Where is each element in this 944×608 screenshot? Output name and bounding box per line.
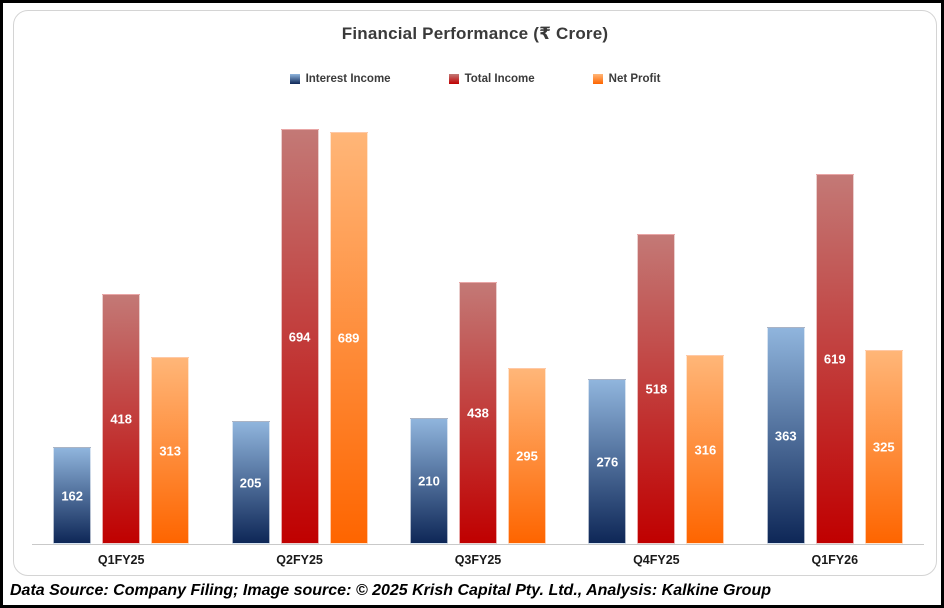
- bar-interest-income-q1fy25: 162: [53, 447, 92, 544]
- bar-value-label: 325: [872, 439, 895, 455]
- bar-value-label: 162: [61, 488, 84, 503]
- legend-item-interest-income: Interest Income: [289, 73, 391, 85]
- bar-interest-income-q1fy26: 363: [766, 327, 805, 544]
- bar-group-q1fy25: 162 418 313 Q1FY25: [53, 294, 190, 567]
- x-axis-label-q4fy25: Q4FY25: [633, 553, 680, 567]
- bar-total-income-q2fy25: 694: [280, 129, 319, 544]
- bar-total-income-q1fy26: 619: [815, 174, 854, 544]
- bar-group-q1fy26: 363 619 325 Q1FY26: [766, 174, 903, 567]
- x-axis-label-q3fy25: Q3FY25: [454, 553, 502, 567]
- bar-value-label: 205: [239, 475, 262, 490]
- bar-net-profit-q2fy25: 689: [329, 132, 368, 544]
- x-axis-line: [32, 544, 924, 545]
- bar-group-q2fy25: 205 694 689 Q2FY25: [231, 129, 368, 567]
- legend-item-net-profit: Net Profit: [592, 73, 661, 85]
- bar-interest-income-q2fy25: 205: [231, 421, 270, 544]
- bar-value-label: 363: [774, 428, 797, 443]
- bar-total-income-q3fy25: 438: [458, 282, 497, 544]
- x-axis-label-q1fy25: Q1FY25: [97, 553, 145, 567]
- legend-swatch-total-income: [448, 74, 459, 84]
- x-axis-label-q1fy26: Q1FY26: [811, 553, 859, 567]
- chart-title: Financial Performance (₹ Crore): [341, 24, 609, 43]
- bar-group-q3fy25: 210 438 295 Q3FY25: [409, 282, 546, 567]
- legend: Interest Income Total Income Net Profit: [14, 73, 936, 85]
- legend-swatch-net-profit: [592, 74, 603, 84]
- bar-value-label: 295: [516, 448, 538, 464]
- legend-label: Total Income: [464, 73, 535, 85]
- x-axis-label-q2fy25: Q2FY25: [276, 553, 323, 567]
- bar-net-profit-q1fy25: 313: [151, 357, 190, 544]
- bar-value-label: 316: [694, 442, 717, 457]
- bar-value-label: 619: [823, 351, 846, 367]
- legend-swatch-interest-income: [289, 74, 300, 84]
- bar-group-q4fy25: 276 518 316 Q4FY25: [588, 234, 725, 567]
- bar-value-label: 694: [288, 329, 311, 344]
- bar-value-label: 418: [110, 411, 133, 427]
- legend-item-total-income: Total Income: [448, 73, 535, 85]
- bar-interest-income-q3fy25: 210: [409, 418, 448, 544]
- chart-card: Financial Performance (₹ Crore) Interest…: [13, 10, 937, 576]
- bar-interest-income-q4fy25: 276: [588, 379, 627, 544]
- bar-net-profit-q3fy25: 295: [507, 368, 546, 544]
- bar-groups: 162 418 313 Q1FY25 205 694 689 Q2FY25 210 438 295 Q…: [32, 106, 924, 567]
- bar-net-profit-q1fy26: 325: [864, 350, 903, 544]
- bar-total-income-q4fy25: 518: [637, 234, 676, 544]
- bar-total-income-q1fy25: 418: [102, 294, 141, 544]
- bar-value-label: 276: [596, 454, 619, 469]
- legend-label: Interest Income: [305, 73, 391, 85]
- bar-value-label: 438: [467, 405, 489, 421]
- plot-area: 162 418 313 Q1FY25 205 694 689 Q2FY25 210 438 295 Q…: [32, 106, 924, 567]
- bar-value-label: 518: [645, 381, 668, 397]
- bar-net-profit-q4fy25: 316: [686, 355, 725, 544]
- footer-note: Data Source: Company Filing; Image sourc…: [10, 582, 771, 599]
- bar-value-label: 210: [418, 473, 440, 489]
- legend-label: Net Profit: [608, 73, 661, 85]
- bar-value-label: 689: [337, 330, 360, 346]
- bar-value-label: 313: [159, 443, 182, 458]
